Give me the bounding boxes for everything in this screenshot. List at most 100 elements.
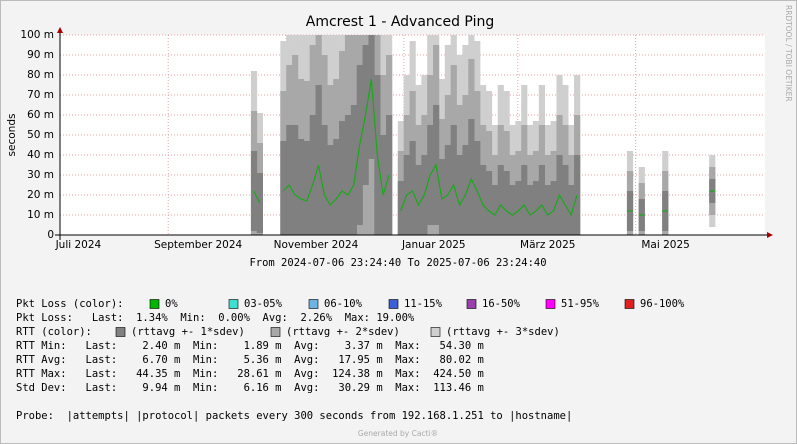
x-tick-label: Juli 2024 xyxy=(55,239,102,251)
smoke-band xyxy=(344,115,352,235)
smoke-band xyxy=(468,119,475,235)
smoke-band xyxy=(462,145,469,235)
axes xyxy=(55,27,773,240)
footer: Generated by Cacti® xyxy=(358,429,438,438)
smoke-band xyxy=(532,181,540,235)
legend-swatch xyxy=(545,299,556,309)
legend: Pkt Loss (color): 0% 03-05% 06-10% 11-15% 16-… xyxy=(16,298,685,422)
smoke-band xyxy=(497,165,504,235)
smoke-band xyxy=(503,171,510,235)
y-tick-label: 80 m xyxy=(27,69,54,81)
subtitle: From 2024-07-06 23:24:40 To 2025-07-06 2… xyxy=(249,257,546,269)
legend-swatch xyxy=(308,299,319,309)
smoke-band xyxy=(550,181,557,235)
legend-label: 0% xyxy=(165,298,178,310)
smoke-band xyxy=(380,135,387,235)
grid: 0 10 m 20 m 30 m 40 m 50 m 60 m 70 m 80 m 90 m 100… xyxy=(20,29,765,251)
stat-line: RTT Avg: Last: 6.70 m Min: 5.36 m Avg: 1… xyxy=(16,354,484,366)
smoke-band xyxy=(538,165,545,235)
y-tick-label: 50 m xyxy=(27,129,54,141)
smoke-band xyxy=(286,125,293,235)
smoke-band xyxy=(321,125,328,235)
smoke-band xyxy=(509,185,516,235)
smoke-band xyxy=(368,35,375,159)
y-tick-label: 40 m xyxy=(27,149,54,161)
y-tick-label: 60 m xyxy=(27,109,54,121)
smoke-band xyxy=(309,115,316,235)
smoke-band xyxy=(327,145,334,235)
y-tick-label: 30 m xyxy=(27,169,54,181)
y-tick-label: 20 m xyxy=(27,189,54,201)
smoke-band xyxy=(444,145,451,235)
stat-line: RTT Min: Last: 2.40 m Min: 1.89 m Avg: 3… xyxy=(16,340,484,352)
legend-label: 96-100% xyxy=(640,298,685,310)
smoke-band xyxy=(450,125,457,235)
x-tick-label: März 2025 xyxy=(520,239,575,251)
rtt-legend-label: RTT (color): xyxy=(16,326,92,338)
smoke-band xyxy=(350,105,357,235)
x-tick-label: Mai 2025 xyxy=(641,239,689,251)
smoke-band xyxy=(574,155,581,235)
smoke-band xyxy=(568,185,575,235)
smoke-band xyxy=(480,165,487,235)
smoke-band xyxy=(297,139,305,235)
legend-label: 11-15% xyxy=(404,298,443,310)
x-tick-label: November 2024 xyxy=(274,239,359,251)
y-tick-label: 0 xyxy=(47,229,54,241)
legend-label: 51-95% xyxy=(561,298,600,310)
x-tick-label: Januar 2025 xyxy=(401,239,466,251)
x-arrow xyxy=(767,232,773,238)
median-line xyxy=(400,163,578,217)
y-axis-label: seconds xyxy=(6,114,18,157)
legend-swatch xyxy=(228,299,239,309)
legend-swatch xyxy=(624,299,635,309)
y-tick-label: 70 m xyxy=(27,89,54,101)
smoke-band xyxy=(409,141,416,235)
y-tick-label: 100 m xyxy=(20,29,54,41)
smoke-band xyxy=(527,185,534,235)
legend-swatch xyxy=(115,327,126,337)
smoke-band xyxy=(386,115,393,235)
legend-label: 06-10% xyxy=(324,298,363,310)
chart-title: Amcrest 1 - Advanced Ping xyxy=(306,14,494,30)
bands xyxy=(250,35,716,235)
stat-line: Std Dev: Last: 9.94 m Min: 6.16 m Avg: 3… xyxy=(16,382,484,394)
y-arrow xyxy=(57,27,63,33)
watermark: RRDTOOL / TOBI OETIKER xyxy=(784,5,793,102)
smoke-band xyxy=(315,85,322,235)
smoke-band xyxy=(256,173,263,233)
y-tick-label: 90 m xyxy=(27,49,54,61)
smoke-band xyxy=(456,155,463,235)
smoke-band xyxy=(397,181,404,235)
median-line xyxy=(253,190,261,204)
smoke-band xyxy=(485,171,493,235)
smoke-band xyxy=(515,181,522,235)
smoke-band xyxy=(415,165,422,235)
smoke-band xyxy=(333,139,340,235)
median-line xyxy=(282,78,390,206)
smoke-band xyxy=(303,141,310,235)
legend-label: (rttavg +- 3*sdev) xyxy=(446,326,560,338)
smoke-band xyxy=(491,185,498,235)
legend-label: (rttavg +- 2*sdev) xyxy=(286,326,400,338)
smoke-band xyxy=(292,125,299,235)
smoke-band xyxy=(521,165,528,235)
x-tick-label: September 2024 xyxy=(154,239,242,251)
legend-swatch xyxy=(388,299,399,309)
loss-legend-label: Pkt Loss (color): xyxy=(16,298,123,310)
stat-line: Pkt Loss: Last: 1.34% Min: 0.00% Avg: 2.… xyxy=(16,312,415,324)
legend-label: (rttavg +- 1*sdev) xyxy=(131,326,245,338)
legend-swatch xyxy=(466,299,477,309)
legend-label: 16-50% xyxy=(482,298,521,310)
legend-swatch xyxy=(430,327,441,337)
legend-label: 03-05% xyxy=(244,298,283,310)
smoke-band xyxy=(474,141,481,235)
smoke-band xyxy=(280,141,287,235)
y-tick-label: 10 m xyxy=(27,209,54,221)
legend-swatch xyxy=(149,299,160,309)
smoke-band xyxy=(339,121,346,235)
probe-line: Probe: |attempts| |protocol| packets eve… xyxy=(16,410,572,422)
stat-line: RTT Max: Last: 44.35 m Min: 28.61 m Avg:… xyxy=(16,368,484,380)
